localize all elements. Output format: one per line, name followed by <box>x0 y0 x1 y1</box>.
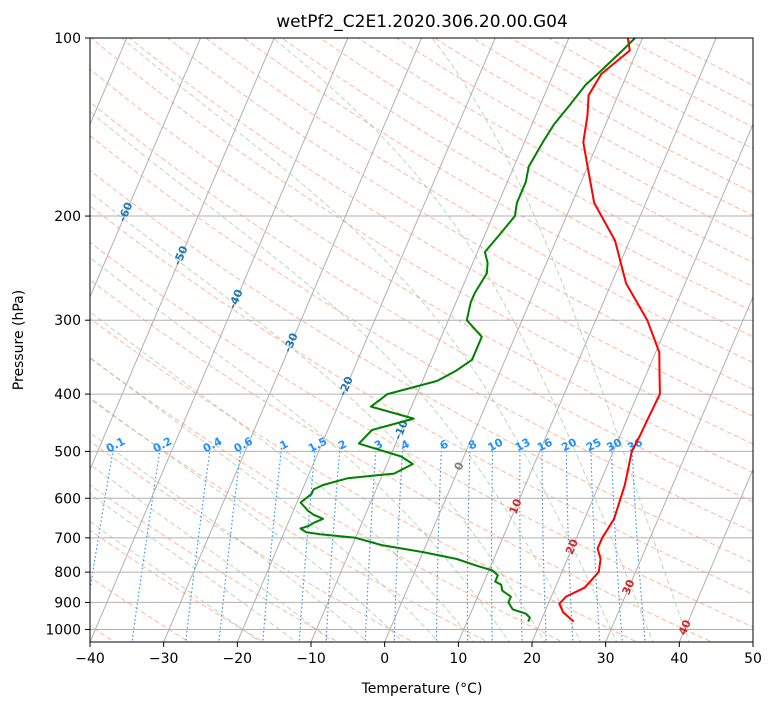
dry-adiabat-line <box>90 38 753 445</box>
plot-area: -100-90-80-70-60-50-40-30-20-10010203040… <box>90 38 753 642</box>
mixing-ratio-line <box>590 446 601 642</box>
isotherm-label: 10 <box>507 497 525 516</box>
isotherm-line <box>384 38 643 642</box>
mixing-ratio-label: 25 <box>584 436 604 455</box>
y-tick-label: 800 <box>54 565 81 581</box>
x-tick-label: −10 <box>296 651 326 667</box>
mixing-ratio-line <box>298 446 316 642</box>
dry-adiabat-line <box>90 68 753 474</box>
x-tick-label: 40 <box>670 651 688 667</box>
dry-adiabat-line <box>90 205 753 595</box>
dry-adiabat-line <box>90 241 753 628</box>
isotherm-line <box>678 468 753 642</box>
isotherm-line <box>605 295 753 642</box>
y-tick-label: 500 <box>54 444 81 460</box>
mixing-ratio-label: 13 <box>513 436 533 455</box>
isotherm-line <box>90 38 275 471</box>
mixing-ratio-line <box>435 446 443 642</box>
x-tick-label: −40 <box>75 651 105 667</box>
mixing-ratio-line <box>325 446 341 642</box>
mixing-ratio-line <box>364 446 377 642</box>
isotherm-line <box>163 38 422 642</box>
y-tick-label: 200 <box>54 209 81 225</box>
mixing-ratio-line <box>610 446 623 642</box>
y-tick-label: 300 <box>54 313 81 329</box>
moist-adiabat-line <box>90 110 582 642</box>
dry-adiabat-line <box>166 38 753 390</box>
profile-series <box>299 38 661 623</box>
x-axis-ticks: −40 −30 −20 −10 0 10 20 30 40 50 <box>75 642 762 667</box>
mixing-ratio-line <box>131 446 162 642</box>
x-tick-label: 0 <box>380 651 389 667</box>
moist-adiabat-line <box>90 311 475 642</box>
mixing-ratio-line <box>519 446 523 642</box>
x-tick-label: −30 <box>149 651 179 667</box>
y-tick-label: 400 <box>54 387 81 403</box>
y-tick-label: 700 <box>54 531 81 547</box>
y-tick-label: 900 <box>54 595 81 611</box>
x-tick-label: 50 <box>744 651 762 667</box>
isotherm-label: 30 <box>620 577 638 596</box>
isotherm-label: 40 <box>676 618 694 637</box>
chart-title: wetPf2_C2E1.2020.306.20.00.G04 <box>276 12 568 32</box>
y-axis-label: Pressure (hPa) <box>11 290 27 390</box>
moist-adiabat-line <box>121 38 618 642</box>
mixing-ratio-line <box>541 446 547 642</box>
mixing-ratio-lines <box>90 446 646 642</box>
x-axis-label: Temperature (°C) <box>361 681 483 697</box>
mixing-ratio-line <box>218 446 242 642</box>
x-tick-label: −20 <box>223 651 253 667</box>
mixing-ratio-line <box>185 446 211 642</box>
dry-adiabat-line <box>90 169 753 564</box>
dry-adiabat-line <box>90 135 753 533</box>
isotherm-line <box>457 38 717 642</box>
moist-adiabat-line <box>273 38 654 642</box>
mixing-ratio-line <box>90 446 115 594</box>
moist-adiabat-line <box>90 396 404 642</box>
mixing-ratio-label: 16 <box>535 435 555 454</box>
mixing-ratio-label: 10 <box>486 435 506 454</box>
y-axis-ticks: 100 200 300 400 500 600 700 800 900 1000 <box>45 31 90 638</box>
isotherm-line <box>310 38 570 642</box>
mixing-ratio-label: 30 <box>604 435 624 454</box>
mixing-ratio-line <box>393 446 404 642</box>
dry-adiabat-line <box>128 38 753 417</box>
mixing-ratio-label: 20 <box>559 435 579 454</box>
isotherm-line <box>90 38 349 642</box>
isotherm-line <box>531 123 753 642</box>
temperature-profile-line <box>558 38 661 623</box>
plot-frame <box>89 37 754 643</box>
y-tick-label: 600 <box>54 491 81 507</box>
x-tick-label: 20 <box>523 651 541 667</box>
y-tick-label: 1000 <box>45 622 81 638</box>
isotherm-line <box>90 38 201 299</box>
x-tick-label: 10 <box>449 651 467 667</box>
isotherm-label: 20 <box>563 537 581 556</box>
dewpoint-profile-line <box>299 38 636 622</box>
dry-adiabat-line <box>90 357 564 642</box>
x-tick-label: 30 <box>597 651 615 667</box>
isotherm-line <box>236 38 496 642</box>
y-tick-label: 100 <box>54 31 81 47</box>
pressure-gridlines <box>90 38 753 630</box>
isotherms <box>90 38 753 642</box>
mixing-ratio-line <box>262 446 283 642</box>
